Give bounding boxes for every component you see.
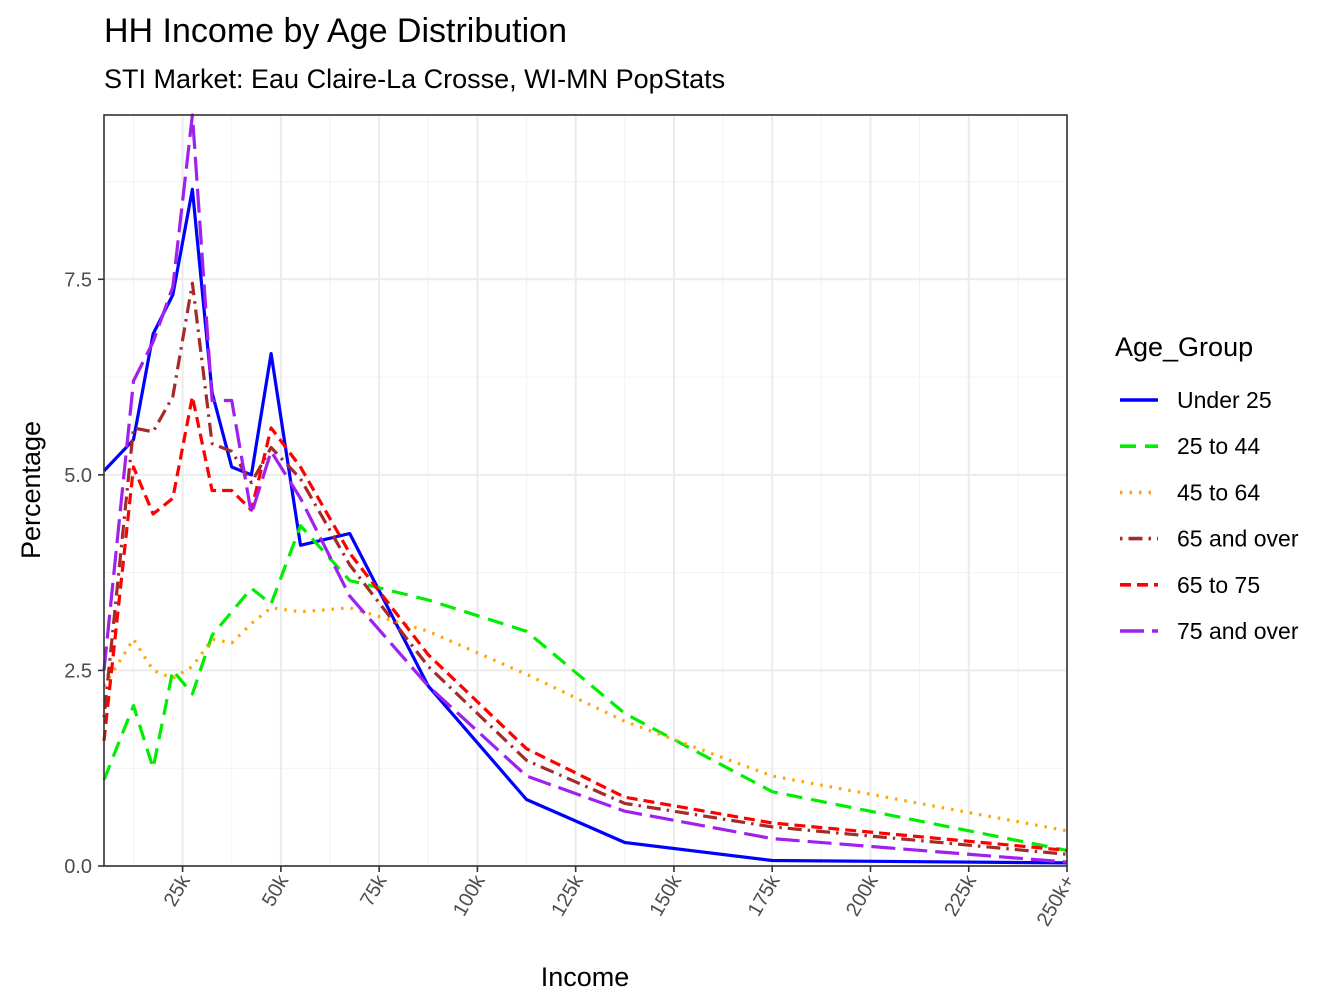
x-tick-label: 100k xyxy=(449,871,490,920)
y-tick-label: 2.5 xyxy=(64,660,92,682)
x-tick-label: 25k xyxy=(160,871,196,911)
series-layer xyxy=(102,113,1068,865)
x-tick-label: 250k+ xyxy=(1033,872,1080,931)
legend-label: 75 and over xyxy=(1177,618,1299,644)
y-tick-label: 7.5 xyxy=(64,269,92,291)
x-tick-label: 50k xyxy=(258,871,294,911)
legend-label: Under 25 xyxy=(1177,387,1272,413)
x-tick-label: 175k xyxy=(744,871,785,920)
legend-label: 25 to 44 xyxy=(1177,433,1260,459)
series-line-25-to-44 xyxy=(102,524,1068,852)
chart-title: HH Income by Age Distribution xyxy=(104,12,567,50)
plot-panel xyxy=(104,115,1067,866)
series-line-75-and-over xyxy=(102,113,1068,864)
x-tick-label: 225k xyxy=(940,871,981,920)
grid-minor xyxy=(104,115,1067,866)
legend-title: Age_Group xyxy=(1115,332,1253,362)
x-tick-label: 125k xyxy=(547,871,588,920)
y-tick-label: 5.0 xyxy=(64,465,92,487)
x-tick-label: 150k xyxy=(646,871,687,920)
legend-label: 65 to 75 xyxy=(1177,572,1260,598)
y-axis: 0.0 2.5 5.0 7.5 xyxy=(64,269,104,878)
y-tick-label: 0.0 xyxy=(64,856,92,878)
plot-border xyxy=(103,114,1068,867)
x-tick-label: 200k xyxy=(842,871,883,920)
chart-subtitle: STI Market: Eau Claire-La Crosse, WI-MN … xyxy=(104,64,726,94)
x-tick-label: 75k xyxy=(356,871,392,911)
legend-items: Under 25 25 to 44 45 to 64 65 and over 65 to… xyxy=(1120,387,1299,644)
legend-label: 45 to 64 xyxy=(1177,479,1260,505)
series-line-65-and-over xyxy=(102,281,1068,856)
x-axis: 25k 50k 75k 100k 125k 150k 175k 200k 225k 250k+ xyxy=(160,866,1080,931)
x-axis-title: Income xyxy=(541,962,630,992)
legend-label: 65 and over xyxy=(1177,526,1299,552)
y-axis-title: Percentage xyxy=(16,421,46,559)
legend: Age_Group Under 25 25 to 44 45 to 64 65 and… xyxy=(1115,332,1299,644)
